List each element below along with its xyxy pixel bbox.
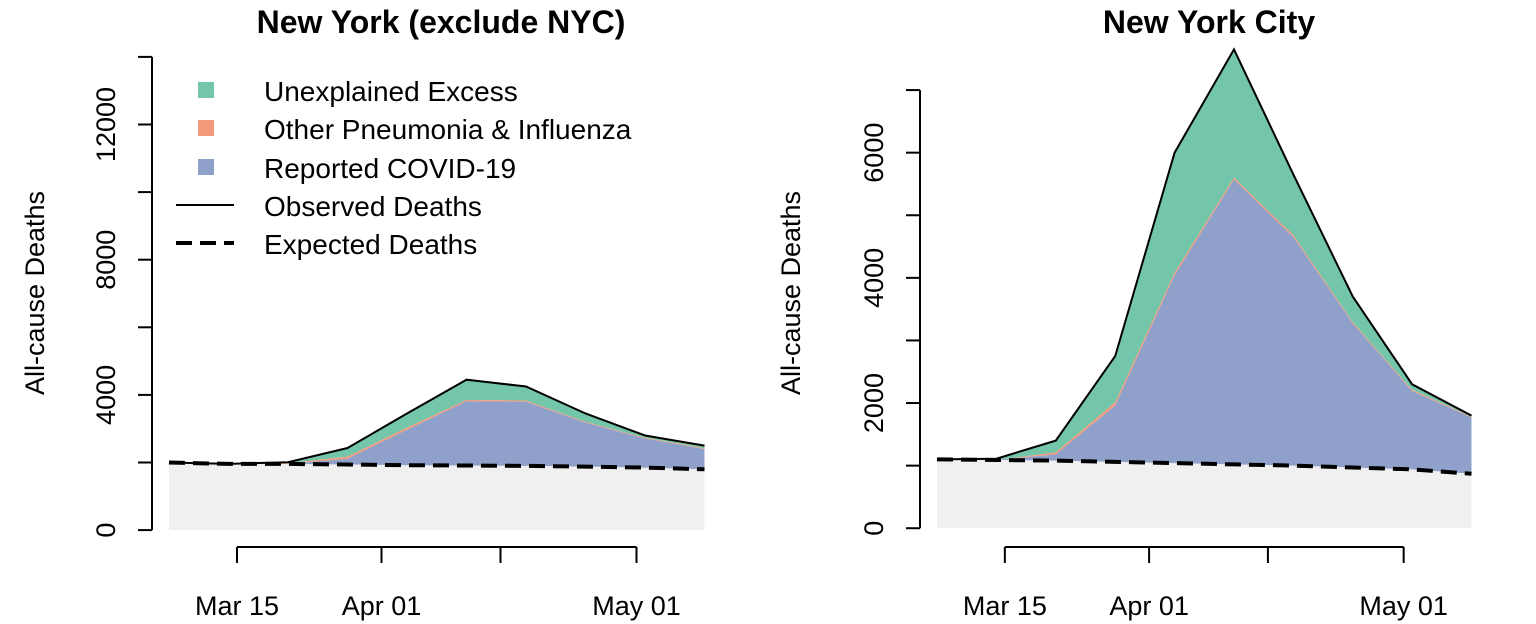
legend-swatch [198, 120, 214, 136]
legend-label: Unexplained Excess [264, 76, 518, 107]
reported-covid-area [937, 179, 1472, 474]
x-tick-label: May 01 [1359, 591, 1448, 621]
panel-nyc: New York City All-cause Deaths 0 2000 4000… [776, 4, 1472, 621]
legend-label: Observed Deaths [264, 191, 482, 222]
observed-deaths-line [936, 47, 1472, 461]
panel-ny-exclude-nyc: New York (exclude NYC) All-cause Deaths … [20, 4, 705, 621]
y-tick-label: 4000 [91, 365, 121, 425]
observed-deaths-line [168, 378, 705, 465]
legend-label: Expected Deaths [264, 229, 477, 260]
x-tick-label: Mar 15 [195, 591, 279, 621]
y-tick-label: 4000 [859, 248, 889, 308]
legend-label: Other Pneumonia & Influenza [264, 114, 632, 145]
plot-area [168, 378, 705, 531]
x-tick-label: Apr 01 [342, 591, 422, 621]
y-tick-label: 12000 [91, 87, 121, 162]
expected-deaths-line [168, 460, 705, 472]
y-axis-label: All-cause Deaths [20, 191, 50, 395]
unexplained-excess-area [169, 379, 705, 464]
y-tick-label: 6000 [859, 123, 889, 183]
reported-covid-area [169, 401, 705, 470]
x-tick-label: Mar 15 [963, 591, 1047, 621]
y-tick-label: 2000 [859, 373, 889, 433]
y-tick-label: 8000 [91, 230, 121, 290]
legend-swatch [198, 82, 214, 98]
unexplained-excess-area [937, 49, 1472, 461]
legend-swatch [198, 159, 214, 175]
x-tick-label: Apr 01 [1109, 591, 1189, 621]
y-tick-label: 0 [91, 523, 121, 538]
y-axis-label: All-cause Deaths [776, 191, 806, 395]
expected-baseline-area [169, 462, 705, 531]
axes: 0 4000 8000 12000 Mar 15 Apr 01 May 01 [91, 55, 681, 621]
y-tick-label: 0 [859, 521, 889, 536]
axes: 0 2000 4000 6000 Mar 15 Apr 01 May 01 [859, 89, 1448, 621]
panel-title: New York (exclude NYC) [257, 4, 626, 40]
legend-label: Reported COVID-19 [264, 153, 516, 184]
legend: Unexplained Excess Other Pneumonia & Infl… [176, 76, 632, 260]
expected-baseline-area [937, 459, 1472, 529]
x-tick-label: May 01 [592, 591, 681, 621]
panel-title: New York City [1103, 4, 1315, 40]
expected-deaths-line [936, 457, 1472, 476]
plot-area [936, 47, 1472, 529]
